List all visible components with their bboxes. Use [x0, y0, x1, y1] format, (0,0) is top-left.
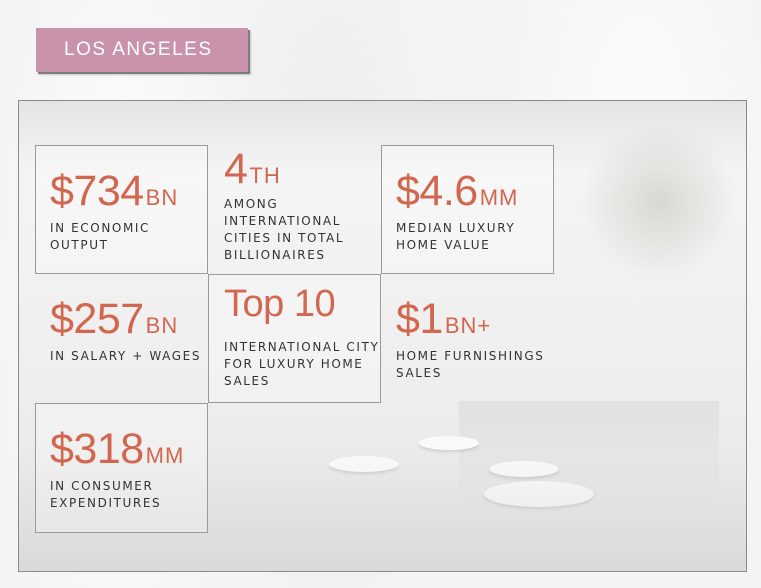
stat-label-line: HOME VALUE — [396, 238, 491, 252]
stat-label: HOME FURNISHINGS SALES — [396, 348, 544, 382]
stat-label-line: SALES — [224, 374, 270, 388]
stat-label-line: INTERNATIONAL CITY — [224, 340, 380, 354]
title-banner: LOS ANGELES — [36, 28, 248, 72]
photo-plant — [579, 121, 739, 281]
stat-label: INTERNATIONAL CITY FOR LUXURY HOME SALES — [224, 339, 379, 390]
stat-label: IN SALARY + WAGES — [50, 348, 201, 365]
page-title: LOS ANGELES — [64, 39, 213, 60]
stat-unit: BN — [145, 185, 179, 210]
stat-number: Top 10 — [224, 283, 336, 325]
stat-label-line: BILLIONAIRES — [224, 248, 326, 262]
stat-unit: BN — [145, 313, 179, 338]
stat-label-line: FOR LUXURY HOME — [224, 357, 364, 371]
stat-value: $734BN — [50, 170, 178, 213]
stat-number: $318 — [50, 425, 144, 473]
stat-value: 4TH — [224, 148, 281, 191]
stat-label-line: IN ECONOMIC — [50, 221, 151, 235]
stat-label-line: MEDIAN LUXURY — [396, 221, 516, 235]
stat-number: 4 — [224, 145, 248, 193]
stat-label: AMONG INTERNATIONAL CITIES IN TOTAL BILL… — [224, 196, 344, 264]
stat-number: $4.6 — [396, 167, 478, 215]
stat-unit: TH — [249, 163, 281, 188]
stat-label-line: EXPENDITURES — [50, 496, 162, 510]
stat-label-line: IN SALARY + WAGES — [50, 349, 202, 363]
stat-value: $318MM — [50, 428, 184, 471]
stat-label-line: SALES — [396, 366, 442, 380]
stat-label: IN ECONOMIC OUTPUT — [50, 220, 150, 254]
stat-number: $734 — [50, 167, 144, 215]
stat-unit: MM — [479, 185, 519, 210]
stat-unit: BN+ — [444, 313, 492, 338]
background-photo — [18, 100, 747, 572]
stat-unit: MM — [145, 443, 185, 468]
stat-label: IN CONSUMER EXPENDITURES — [50, 478, 161, 512]
photo-table — [419, 436, 479, 450]
stat-value: $1BN+ — [396, 298, 491, 341]
stat-cell — [381, 145, 554, 274]
photo-floor — [19, 451, 746, 571]
stat-value: $257BN — [50, 298, 178, 341]
stat-value: Top 10 — [224, 285, 337, 323]
stat-label-line: AMONG — [224, 197, 279, 211]
stat-label-line: INTERNATIONAL — [224, 214, 342, 228]
stat-label-line: OUTPUT — [50, 238, 109, 252]
stat-cell — [208, 274, 381, 403]
stat-label-line: IN CONSUMER — [50, 479, 154, 493]
stat-label: MEDIAN LUXURY HOME VALUE — [396, 220, 515, 254]
stat-number: $1 — [396, 295, 443, 343]
stat-cell — [35, 145, 208, 274]
stat-number: $257 — [50, 295, 144, 343]
stat-cell — [35, 403, 208, 533]
stat-value: $4.6MM — [396, 170, 518, 213]
stat-label-line: CITIES IN TOTAL — [224, 231, 345, 245]
stat-label-line: HOME FURNISHINGS — [396, 349, 545, 363]
